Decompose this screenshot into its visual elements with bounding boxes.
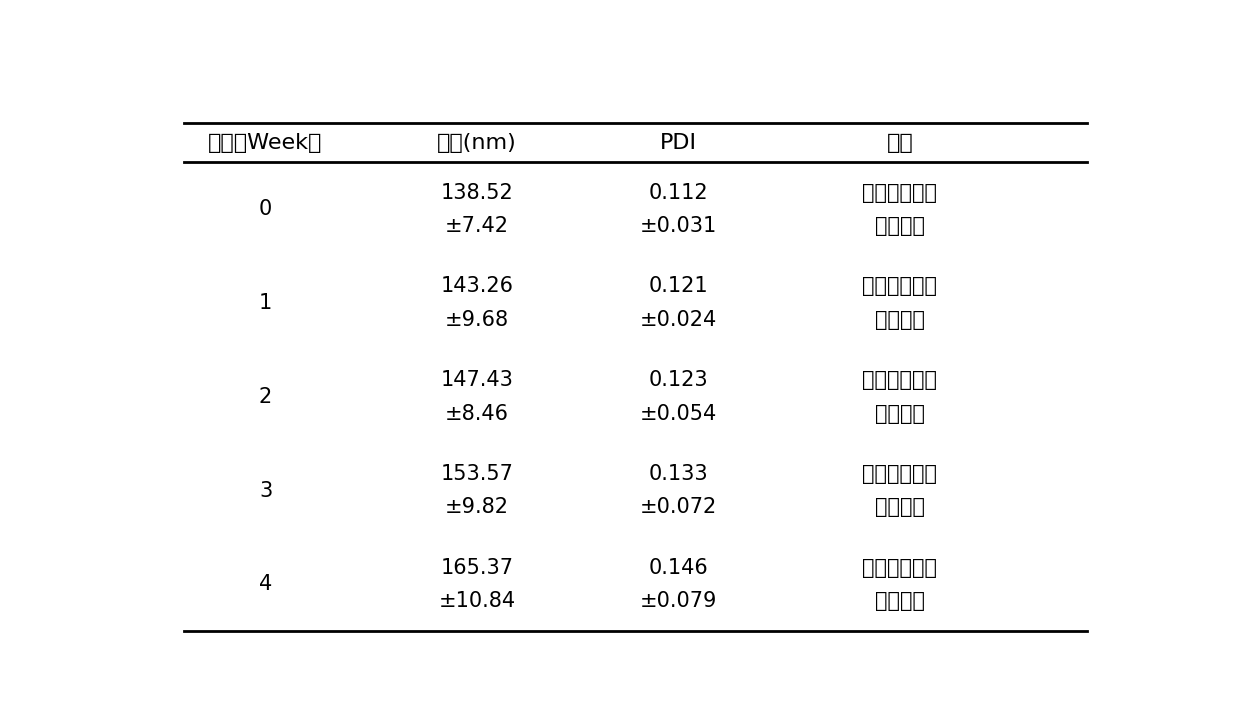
Text: 分散均匀: 分散均匀 [874, 216, 925, 236]
Text: ±0.072: ±0.072 [640, 497, 718, 518]
Text: ±0.031: ±0.031 [640, 216, 718, 236]
Text: 3: 3 [259, 481, 272, 501]
Text: 0.146: 0.146 [649, 558, 708, 578]
Text: 粒径(nm): 粒径(nm) [436, 133, 517, 153]
Text: ±0.054: ±0.054 [640, 404, 718, 423]
Text: 淡蓝色乳光，: 淡蓝色乳光， [862, 183, 937, 202]
Text: PDI: PDI [660, 133, 697, 153]
Text: ±0.024: ±0.024 [640, 310, 718, 330]
Text: 分散均匀: 分散均匀 [874, 404, 925, 423]
Text: 分散均匀: 分散均匀 [874, 310, 925, 330]
Text: ±9.68: ±9.68 [445, 310, 508, 330]
Text: 147.43: 147.43 [440, 370, 513, 390]
Text: 淡蓝色乳光，: 淡蓝色乳光， [862, 464, 937, 484]
Text: 138.52: 138.52 [440, 183, 513, 202]
Text: 2: 2 [259, 387, 272, 407]
Text: 外观: 外观 [887, 133, 913, 153]
Text: 淡蓝色乳光，: 淡蓝色乳光， [862, 276, 937, 297]
Text: 0.121: 0.121 [649, 276, 708, 297]
Text: 0.133: 0.133 [649, 464, 708, 484]
Text: ±8.46: ±8.46 [445, 404, 508, 423]
Text: 165.37: 165.37 [440, 558, 513, 578]
Text: ±10.84: ±10.84 [439, 591, 516, 611]
Text: 153.57: 153.57 [440, 464, 513, 484]
Text: 0: 0 [259, 199, 272, 219]
Text: 分散均匀: 分散均匀 [874, 591, 925, 611]
Text: ±0.079: ±0.079 [640, 591, 718, 611]
Text: 分散均匀: 分散均匀 [874, 497, 925, 518]
Text: 4: 4 [259, 574, 272, 594]
Text: ±9.82: ±9.82 [445, 497, 508, 518]
Text: 淡蓝色乳光，: 淡蓝色乳光， [862, 558, 937, 578]
Text: 0.112: 0.112 [649, 183, 708, 202]
Text: 143.26: 143.26 [440, 276, 513, 297]
Text: 1: 1 [259, 293, 272, 313]
Text: 淡蓝色乳光，: 淡蓝色乳光， [862, 370, 937, 390]
Text: 时间（Week）: 时间（Week） [208, 133, 322, 153]
Text: 0.123: 0.123 [649, 370, 708, 390]
Text: ±7.42: ±7.42 [445, 216, 508, 236]
